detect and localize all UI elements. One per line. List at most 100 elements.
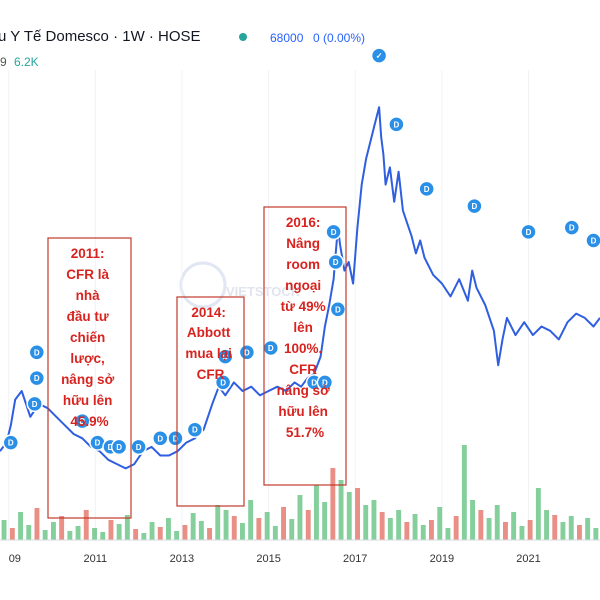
dividend-marker-icon[interactable]: D [74,412,91,430]
dividend-marker-icon[interactable]: D [316,374,334,391]
volume-bar [174,531,180,540]
dividend-marker-label: D [8,439,14,448]
price-change: 0 (0.00%) [313,31,365,45]
x-tick-label: 2021 [516,553,540,565]
market-status-icon [239,33,247,41]
volume-bar [42,530,48,540]
dividend-marker-label: D [335,305,341,314]
chart-header: u Y Tế Domesco · 1W · HOSE 68000 0 (0.00… [0,28,365,69]
volume-bar [26,525,32,540]
dividend-marker-circle [329,301,347,318]
dividend-marker-circle [238,344,256,361]
volume-bar [412,514,418,540]
volume-bar [593,528,599,540]
volume-bar [503,522,508,540]
dividend-marker-circle [110,438,128,456]
x-tick-label: 09 [9,553,21,565]
volume-bar [445,528,451,540]
dividend-marker-icon[interactable]: D [89,434,106,451]
volume-bar [338,480,344,540]
dividend-marker-icon[interactable]: D [585,232,600,249]
volume-bar [305,510,311,540]
annotation-box [263,206,347,486]
volume-bar [568,516,574,540]
dividend-marker-icon[interactable]: D [130,438,147,456]
dividend-marker-icon[interactable]: D [2,434,20,451]
dividend-marker-label: D [108,443,114,452]
volume-bar [149,522,155,540]
dividend-marker-icon[interactable]: D [186,421,204,438]
volume-bar [346,492,352,540]
header-fragment: 9 [0,55,7,69]
dividend-marker-icon[interactable]: D [110,438,128,456]
dividend-marker-label: D [34,348,40,357]
dividend-marker-label: D [333,258,339,267]
volume-bar [231,516,237,540]
volume-bar [544,510,549,540]
volume-bar [535,488,541,540]
dividend-marker-circle [167,430,184,447]
dividend-marker-icon[interactable]: ✓ [370,47,388,64]
dividend-marker-circle [316,374,334,391]
dividend-marker-icon[interactable]: D [418,180,435,198]
dividend-marker-circle [466,197,483,215]
dividend-marker-label: D [34,374,40,383]
volume-bar [264,512,270,540]
dividend-marker-icon[interactable]: D [214,374,232,391]
x-tick-label: 2011 [83,553,107,565]
dividend-marker-label: D [424,185,430,194]
dividend-marker-label: D [95,439,101,448]
volume-bar [437,507,443,540]
dividend-marker-icon[interactable]: D [28,369,46,387]
dividend-marker-icon[interactable]: D [325,223,342,241]
volume-bar [18,512,23,540]
volume-bar [1,520,7,540]
dividend-marker-icon[interactable]: D [329,301,347,318]
volume-bar [157,527,163,540]
dividend-marker-icon[interactable]: D [520,223,537,241]
dividend-marker-icon[interactable]: D [152,430,169,447]
dividend-marker-icon[interactable]: D [26,395,43,413]
volume-bar [124,515,130,540]
dividend-marker-label: D [136,443,142,452]
volume-bar [75,526,81,540]
volume-bar [577,525,582,540]
dividend-marker-icon[interactable]: D [262,339,280,357]
volume-bar [461,445,467,540]
dividend-marker-circle [186,421,204,438]
dividend-marker-circle [214,374,232,391]
dividend-marker-icon[interactable]: D [167,430,184,447]
volume-bar [429,520,434,540]
dividend-marker-icon[interactable]: D [217,348,234,365]
dividend-marker-icon[interactable]: D [466,197,483,215]
dividend-marker-label: D [311,378,317,387]
dividend-marker-circle [388,116,405,133]
volume-bar [240,523,245,540]
watermark-text: VIETSTOCK [226,284,301,299]
annotation-2014: 2014: Abbott mua lại CFR [176,296,245,507]
annotation-2016: 2016: Nâng room ngoại từ 49% lên 100%. C… [263,206,347,486]
dividend-marker-label: D [394,120,400,129]
dividend-marker-label: D [157,434,163,443]
volume-bar [34,508,40,540]
last-price: 68000 [270,31,304,45]
dividend-marker-icon[interactable]: D [238,344,256,361]
volume-bar [330,468,336,540]
dividend-marker-icon[interactable]: D [388,116,405,133]
volume-bar [560,522,566,540]
dividend-marker-circle [327,253,344,271]
dividend-marker-circle [563,219,581,236]
volume-bar [527,520,533,540]
volume-bar [108,520,114,540]
volume-bar [420,525,426,540]
dividend-marker-label: D [569,224,575,233]
dividend-marker-circle [520,223,537,241]
volume-bar [207,528,212,540]
dividend-marker-label: D [173,434,179,443]
dividend-marker-icon[interactable]: D [327,253,344,271]
dividend-marker-label: D [244,348,250,357]
dividend-marker-icon[interactable]: D [563,219,581,236]
volume-bar [289,519,295,540]
dividend-marker-icon[interactable]: D [28,344,46,361]
